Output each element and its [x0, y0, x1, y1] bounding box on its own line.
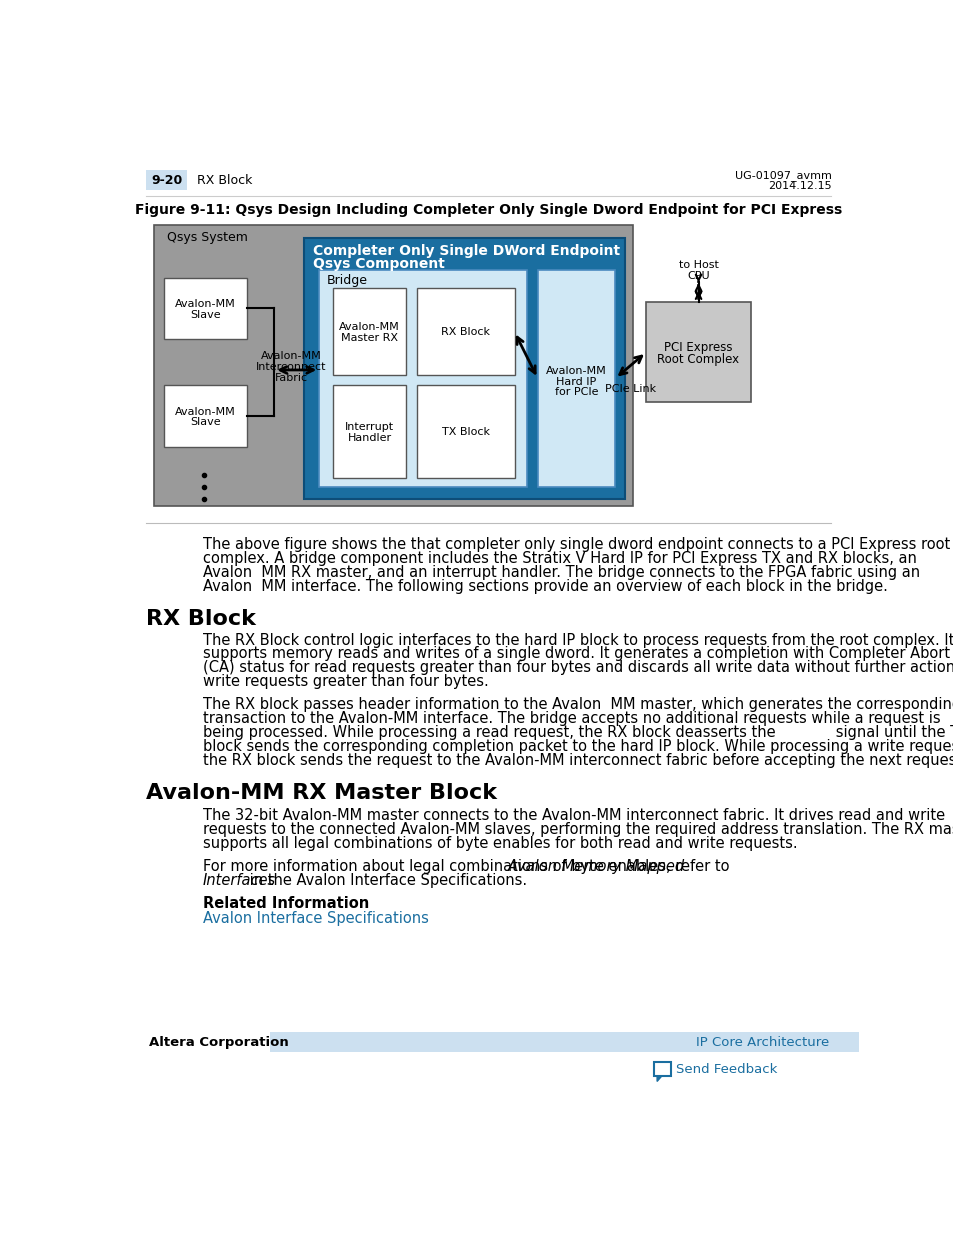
Bar [537, 270, 615, 487]
Text: Avalon Interface Specifications: Avalon Interface Specifications [203, 911, 429, 926]
Text: RX Block: RX Block [146, 609, 256, 630]
Text: Avalon-MM: Avalon-MM [261, 351, 321, 361]
Text: Avalon  MM interface. The following sections provide an overview of each block i: Avalon MM interface. The following secti… [203, 579, 887, 594]
Text: to Host: to Host [678, 261, 718, 270]
Bar [333, 385, 406, 478]
Bar [303, 237, 624, 499]
Text: The RX Block control logic interfaces to the hard IP block to process requests f: The RX Block control logic interfaces to… [203, 632, 953, 647]
Bar [319, 270, 526, 487]
Text: supports all legal combinations of byte enables for both read and write requests: supports all legal combinations of byte … [203, 836, 797, 851]
Text: Handler: Handler [347, 432, 392, 442]
Bar [416, 385, 514, 478]
Text: Figure 9-11: Qsys Design Including Completer Only Single Dword Endpoint for PCI : Figure 9-11: Qsys Design Including Compl… [135, 203, 841, 217]
Text: Avalon-MM: Avalon-MM [175, 406, 235, 416]
Bar [164, 278, 247, 340]
Text: Master RX: Master RX [341, 333, 397, 343]
Polygon shape [657, 1076, 661, 1082]
Text: 9-20: 9-20 [151, 174, 182, 186]
Text: UG-01097_avmm: UG-01097_avmm [734, 169, 831, 180]
Text: TX Block: TX Block [441, 426, 489, 436]
Text: write requests greater than four bytes.: write requests greater than four bytes. [203, 674, 488, 689]
Text: Fabric: Fabric [274, 373, 308, 383]
Text: (CA) status for read requests greater than four bytes and discards all write dat: (CA) status for read requests greater th… [203, 661, 953, 676]
Text: Avalon-MM: Avalon-MM [175, 299, 235, 309]
Text: Related Information: Related Information [203, 895, 369, 911]
Text: Interfaces: Interfaces [203, 873, 275, 888]
Text: complex. A bridge component includes the Stratix V Hard IP for PCI Express TX an: complex. A bridge component includes the… [203, 551, 916, 566]
Text: The RX block passes header information to the Avalon  MM master, which generates: The RX block passes header information t… [203, 698, 953, 713]
Bar [416, 288, 514, 375]
Text: Altera Corporation: Altera Corporation [149, 1036, 288, 1049]
Text: CPU: CPU [686, 270, 709, 282]
Text: Bridge: Bridge [327, 274, 368, 288]
Text: PCI Express: PCI Express [663, 341, 732, 354]
Text: Slave: Slave [191, 310, 221, 320]
Text: PCIe Link: PCIe Link [604, 384, 656, 394]
Text: Interrupt: Interrupt [345, 422, 394, 432]
Text: Avalon-MM: Avalon-MM [339, 322, 399, 332]
Text: RX Block: RX Block [440, 327, 490, 337]
Bar [645, 303, 750, 403]
Text: Avalon Memory Mapped: Avalon Memory Mapped [507, 858, 684, 874]
Text: Qsys System: Qsys System [167, 231, 247, 245]
Text: The above figure shows the that completer only single dword endpoint connects to: The above figure shows the that complete… [203, 537, 949, 552]
Text: Completer Only Single DWord Endpoint: Completer Only Single DWord Endpoint [313, 245, 619, 258]
Text: transaction to the Avalon-MM interface. The bridge accepts no additional request: transaction to the Avalon-MM interface. … [203, 711, 940, 726]
Text: the RX block sends the request to the Avalon-MM interconnect fabric before accep: the RX block sends the request to the Av… [203, 752, 953, 768]
Text: Qsys Component: Qsys Component [313, 257, 444, 270]
Text: Root Complex: Root Complex [657, 353, 739, 367]
Bar [154, 225, 633, 506]
Text: For more information about legal combinations of byte enables, refer to: For more information about legal combina… [203, 858, 733, 874]
Bar [164, 385, 247, 447]
Text: The 32-bit Avalon-MM master connects to the Avalon-MM interconnect fabric. It dr: The 32-bit Avalon-MM master connects to … [203, 808, 944, 823]
Bar [146, 169, 187, 190]
Text: Avalon-MM RX Master Block: Avalon-MM RX Master Block [146, 783, 497, 804]
Bar [654, 1062, 670, 1076]
Text: Hard IP: Hard IP [556, 377, 596, 387]
Text: being processed. While processing a read request, the RX block deasserts the    : being processed. While processing a read… [203, 725, 953, 740]
Bar [270, 1032, 858, 1052]
Text: Slave: Slave [191, 417, 221, 427]
Text: RX Block: RX Block [196, 174, 252, 186]
Text: for PCIe: for PCIe [554, 388, 598, 398]
Text: Interconnect: Interconnect [255, 362, 326, 372]
Text: supports memory reads and writes of a single dword. It generates a completion wi: supports memory reads and writes of a si… [203, 646, 949, 662]
Text: Send Feedback: Send Feedback [675, 1063, 777, 1077]
Bar [333, 288, 406, 375]
Text: requests to the connected Avalon-MM slaves, performing the required address tran: requests to the connected Avalon-MM slav… [203, 823, 953, 837]
Text: block sends the corresponding completion packet to the hard IP block. While proc: block sends the corresponding completion… [203, 739, 953, 753]
Text: IP Core Architecture: IP Core Architecture [695, 1036, 828, 1049]
Text: Avalon-MM: Avalon-MM [545, 366, 606, 375]
Text: Avalon  MM RX master, and an interrupt handler. The bridge connects to the FPGA : Avalon MM RX master, and an interrupt ha… [203, 564, 919, 579]
Text: in the Avalon Interface Specifications.: in the Avalon Interface Specifications. [245, 873, 527, 888]
Text: 2014.12.15: 2014.12.15 [767, 182, 831, 191]
